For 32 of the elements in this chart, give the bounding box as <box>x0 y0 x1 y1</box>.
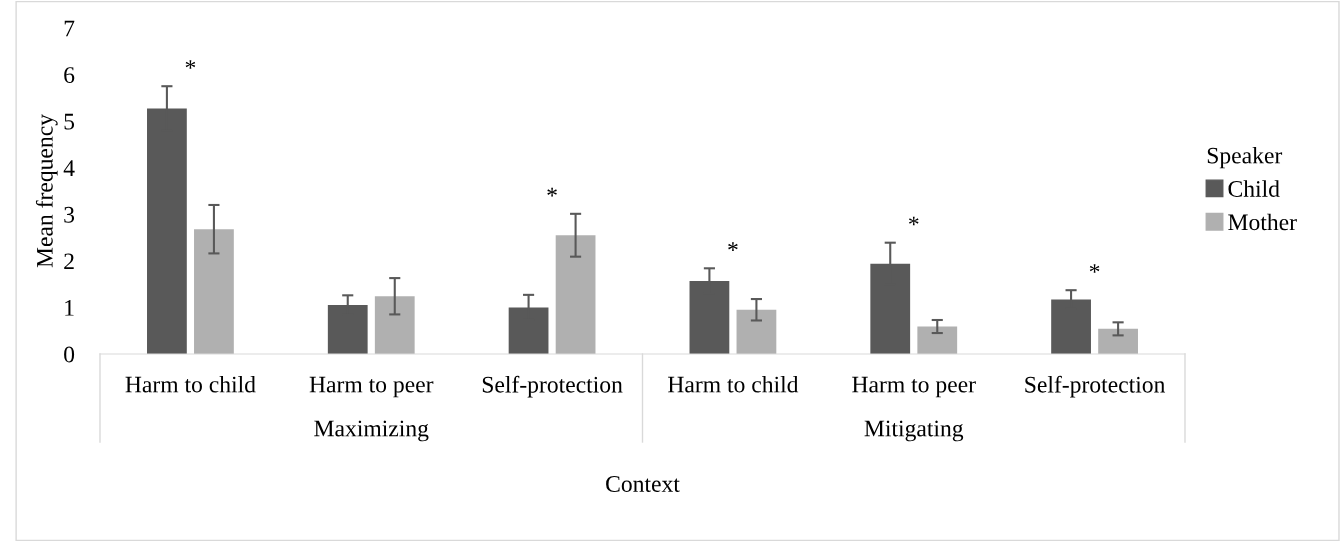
text: Mitigating <box>864 420 964 442</box>
x-tick-label: Harm to child <box>125 375 256 393</box>
y-tick-label: 6 <box>64 67 75 83</box>
bar <box>194 229 234 354</box>
y-tick-label: 1 <box>65 300 74 316</box>
x-tick-label: Harm to child <box>668 375 799 393</box>
y-tick-label: 3 <box>64 206 75 223</box>
bar <box>736 309 777 354</box>
legend-label: Mother <box>1228 213 1297 231</box>
y-tick-label: 7 <box>64 20 75 37</box>
x-tick-label: Harm to peer <box>309 376 434 398</box>
bar <box>917 326 958 354</box>
y-axis-title: Mean frequency <box>35 114 58 268</box>
y-tick-label: 4 <box>63 160 75 176</box>
bar <box>374 296 415 354</box>
legend-label: Child <box>1228 180 1280 197</box>
annotation: * <box>185 60 196 69</box>
annotation: * <box>547 187 557 197</box>
y-tick-label: 5 <box>64 113 75 130</box>
y-tick-label: 2 <box>64 253 74 270</box>
annotation: * <box>909 216 919 226</box>
x-tick-label: Self-protection <box>482 375 623 398</box>
annotation: * <box>1089 264 1100 273</box>
bar <box>555 235 596 354</box>
x-tick-label: Harm to peer <box>852 376 976 398</box>
annotation: * <box>728 242 738 251</box>
y-tick-label: 0 <box>64 346 75 363</box>
legend-title: Speaker <box>1207 146 1283 169</box>
bar <box>1098 328 1138 354</box>
text: Maximizing <box>314 420 429 442</box>
x-axis-title: Context <box>606 476 680 492</box>
x-tick-label: Self-protection <box>1025 375 1166 398</box>
